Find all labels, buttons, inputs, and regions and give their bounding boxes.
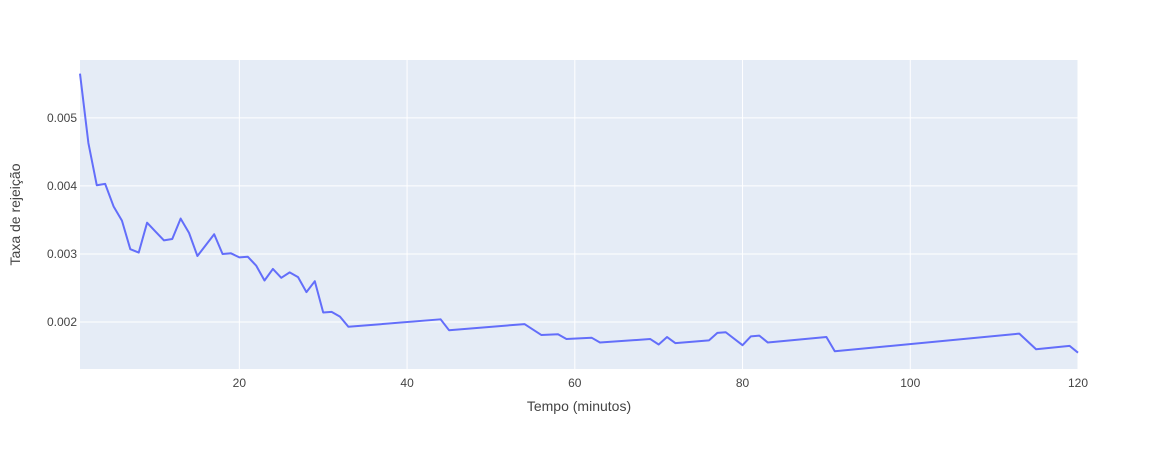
y-tick-label: 0.003 xyxy=(47,247,77,261)
y-tick-label: 0.004 xyxy=(47,179,77,193)
y-axis-ticks: 0.002 0.003 0.004 0.005 xyxy=(47,111,77,329)
y-tick-label: 0.005 xyxy=(47,111,77,125)
grid-lines xyxy=(80,60,1079,369)
y-axis-title: Taxa de rejeição xyxy=(7,163,23,265)
x-tick-label: 80 xyxy=(736,376,750,390)
x-axis-title: Tempo (minutos) xyxy=(527,398,631,414)
x-tick-label: 40 xyxy=(400,376,414,390)
y-tick-label: 0.002 xyxy=(47,315,77,329)
plot-area xyxy=(80,60,1078,369)
series-line xyxy=(79,73,1079,354)
x-tick-label: 20 xyxy=(233,376,247,390)
x-tick-label: 100 xyxy=(900,376,920,390)
x-tick-label: 120 xyxy=(1068,376,1088,390)
series-layer xyxy=(79,73,1079,354)
x-tick-label: 60 xyxy=(568,376,582,390)
x-axis-ticks: 20 40 60 80 100 120 xyxy=(233,376,1089,390)
